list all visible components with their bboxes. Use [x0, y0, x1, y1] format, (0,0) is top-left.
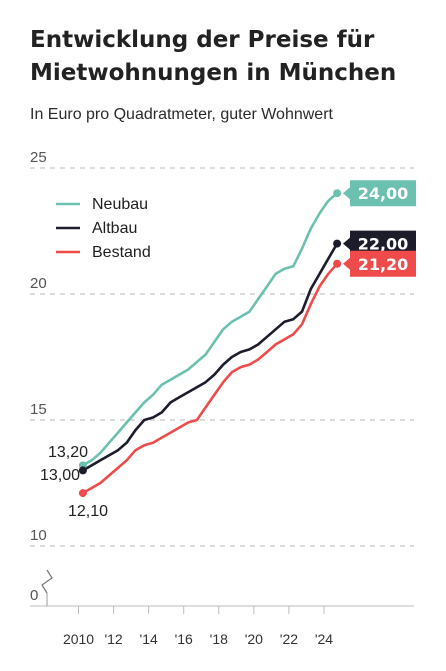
- x-tick-label: '14: [140, 631, 158, 647]
- chart-subtitle: In Euro pro Quadratmeter, guter Wohnwert: [30, 106, 333, 123]
- x-tick-label: '20: [245, 631, 263, 647]
- end-label-neubau: 24,00: [358, 184, 409, 203]
- start-point-bestand: [78, 489, 87, 498]
- x-tick-label: 2010: [63, 631, 94, 647]
- y-tick-label: 25: [30, 149, 47, 166]
- legend-label-altbau: Altbau: [92, 220, 137, 237]
- start-label-altbau: 13,00: [40, 467, 80, 484]
- end-point-altbau: [333, 239, 342, 248]
- axis-break-icon: [41, 569, 53, 594]
- legend-label-bestand: Bestand: [92, 244, 151, 261]
- x-tick-label: '22: [280, 631, 298, 647]
- x-tick-label: '24: [315, 631, 333, 647]
- y-tick-label: 10: [30, 527, 47, 544]
- end-label-box-altbau: [343, 230, 416, 257]
- series-line-bestand: [81, 262, 339, 495]
- x-tick-label: '16: [175, 631, 193, 647]
- y-tick-label: 15: [30, 401, 47, 418]
- y-tick-label: 0: [30, 587, 38, 604]
- start-point-altbau: [78, 466, 87, 475]
- start-label-bestand: 12,10: [68, 503, 108, 520]
- end-label-box-neubau: [343, 180, 416, 207]
- start-label-neubau: 13,20: [48, 444, 88, 461]
- y-tick-label: 20: [30, 275, 47, 292]
- end-point-neubau: [333, 189, 342, 198]
- x-tick-label: '18: [210, 631, 228, 647]
- end-point-bestand: [333, 259, 342, 268]
- chart-title: Entwicklung der Preise für Mietwohnungen…: [30, 27, 397, 86]
- end-label-box-bestand: [343, 250, 416, 277]
- x-tick-label: '12: [104, 631, 122, 647]
- legend-label-neubau: Neubau: [92, 196, 148, 213]
- end-label-altbau: 22,00: [358, 235, 409, 254]
- series-line-altbau: [81, 242, 339, 472]
- end-label-bestand: 21,20: [358, 255, 409, 274]
- series-line-neubau: [81, 191, 339, 467]
